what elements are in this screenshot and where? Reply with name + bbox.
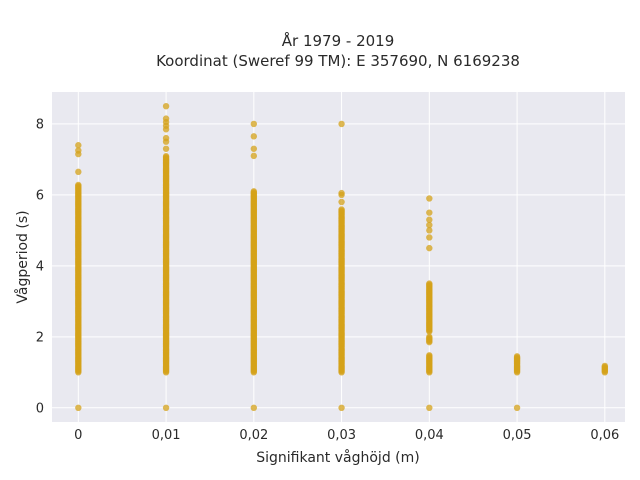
data-point — [162, 115, 170, 122]
chart-title-line2: Koordinat (Sweref 99 TM): E 357690, N 61… — [156, 52, 520, 70]
data-point — [338, 189, 345, 197]
data-point — [426, 404, 433, 412]
data-point — [75, 142, 82, 149]
x-tick-label: 0,04 — [415, 428, 444, 443]
x-tick-label: 0 — [74, 428, 82, 443]
data-point — [426, 352, 433, 359]
data-point — [250, 120, 258, 128]
x-tick-label: 0,05 — [503, 428, 532, 443]
data-point — [250, 404, 258, 412]
data-point — [426, 244, 433, 252]
data-point — [426, 280, 433, 287]
x-tick-label: 0,03 — [327, 428, 356, 443]
y-axis-label: Vågperiod (s) — [14, 210, 31, 303]
data-point — [75, 404, 82, 412]
data-point — [338, 198, 345, 206]
data-point — [601, 362, 609, 370]
data-point — [513, 404, 521, 412]
data-point — [75, 168, 82, 176]
data-point — [338, 206, 345, 213]
data-point — [426, 216, 433, 223]
data-point — [250, 133, 258, 140]
y-tick-label: 4 — [36, 259, 44, 274]
x-tick-label: 0,01 — [152, 428, 181, 443]
data-point — [250, 188, 258, 195]
data-point — [426, 234, 433, 241]
chart-title-line1: År 1979 - 2019 — [282, 31, 395, 50]
y-tick-label: 2 — [36, 330, 44, 345]
data-point — [513, 353, 521, 360]
data-points — [75, 102, 609, 412]
data-point — [250, 152, 258, 160]
data-point — [426, 227, 433, 234]
data-point — [75, 181, 82, 189]
data-point — [426, 333, 433, 341]
data-point — [162, 145, 170, 152]
data-point — [75, 147, 82, 154]
data-point — [338, 404, 345, 412]
data-point — [162, 134, 170, 142]
y-tick-label: 8 — [36, 117, 44, 132]
x-tick-label: 0,02 — [239, 428, 268, 443]
y-tick-labels: 0 2 4 6 8 — [36, 117, 44, 416]
data-point — [162, 102, 170, 110]
data-point — [426, 221, 433, 229]
x-axis-label: Signifikant våghöjd (m) — [256, 449, 419, 466]
data-point — [250, 145, 258, 152]
data-point — [162, 404, 170, 412]
data-point — [426, 195, 433, 202]
y-tick-label: 0 — [36, 401, 44, 416]
x-tick-labels: 0 0,01 0,02 0,03 0,04 0,05 0,06 — [74, 428, 619, 443]
data-point — [426, 209, 433, 216]
data-point — [162, 153, 170, 160]
y-tick-label: 6 — [36, 188, 44, 203]
x-tick-label: 0,06 — [590, 428, 619, 443]
data-point — [338, 120, 345, 128]
